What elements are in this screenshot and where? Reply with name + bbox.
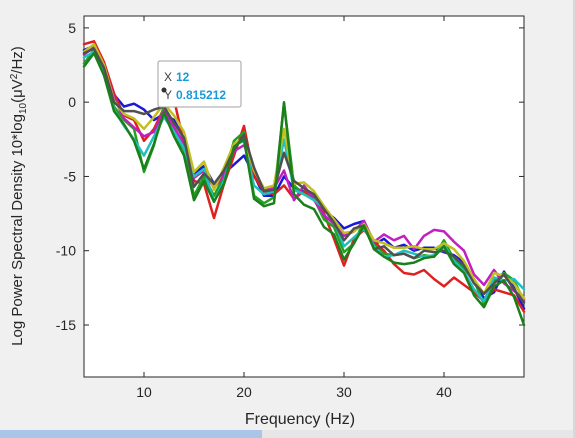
data-tip-marker[interactable] — [161, 87, 167, 93]
y-axis-ticks: 5 0 -5 -10 -15 — [56, 20, 524, 333]
status-strip — [0, 430, 575, 438]
x-axis-label: Frequency (Hz) — [245, 411, 355, 428]
series-line-6[interactable] — [82, 42, 526, 300]
axes-background — [83, 15, 525, 378]
y-axis-label-unit: (μV — [9, 79, 26, 103]
x-tick-label: 40 — [436, 384, 452, 400]
x-axis-ticks: 10 20 30 40 — [136, 16, 452, 400]
y-tick-label: 5 — [68, 20, 76, 36]
y-tick-label: 0 — [68, 94, 76, 110]
data-tip-y-value: 0.815212 — [176, 88, 226, 102]
y-axis-label-end: /Hz) — [9, 46, 26, 74]
data-tip-x-label: X — [164, 70, 172, 84]
series-line-7[interactable] — [82, 47, 526, 304]
series-line-8[interactable] — [82, 51, 526, 327]
series-line-4[interactable] — [82, 45, 526, 301]
data-tip-y-label: Y — [164, 88, 172, 102]
y-tick-label: -5 — [64, 168, 77, 184]
y-axis-label-main: Log Power Spectral Density 10*log — [9, 114, 26, 346]
data-tip-x-value: 12 — [176, 70, 190, 84]
window-edge — [573, 0, 575, 438]
data-tip-box — [157, 60, 242, 108]
y-tick-label: -15 — [56, 317, 76, 333]
series-line-2[interactable] — [82, 40, 526, 313]
x-tick-label: 20 — [236, 384, 252, 400]
y-axis-label-superscript: 2 — [9, 73, 20, 79]
y-axis-label-subscript: 10 — [18, 102, 29, 114]
plot-lines — [82, 40, 526, 327]
y-axis-label: Log Power Spectral Density 10*log10(μV2/… — [9, 46, 29, 346]
data-tip[interactable]: X 12 Y 0.815212 — [157, 60, 242, 108]
x-tick-label: 10 — [136, 384, 152, 400]
y-tick-label: -10 — [56, 243, 76, 259]
status-tab — [0, 430, 262, 438]
x-tick-label: 30 — [336, 384, 352, 400]
